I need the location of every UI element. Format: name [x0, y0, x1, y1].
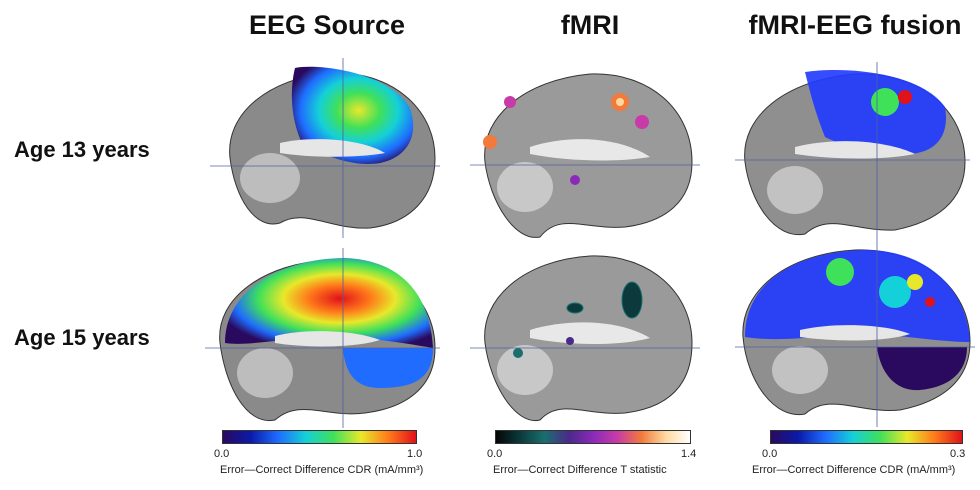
- colorbar-min: 0.0: [487, 448, 503, 460]
- colorbar-fusion: 0.0 0.3 Error—Correct Difference CDR (mA…: [752, 430, 965, 476]
- colorbar-min: 0.0: [214, 448, 230, 460]
- column-title-fmri: fMRI: [560, 10, 620, 40]
- colorbar-label: Error—Correct Difference T statistic: [493, 464, 667, 476]
- brain-fmri-age13: [470, 73, 700, 238]
- colorbar-fmri: 0.0 1.4 Error—Correct Difference T stati…: [487, 430, 696, 476]
- brain-eeg-age13: [210, 58, 440, 238]
- colorbar-max: 1.4: [681, 448, 697, 460]
- colorbar-min: 0.0: [762, 448, 778, 460]
- row-label-age-15: Age 15 years: [14, 325, 150, 350]
- colorbar-label: Error—Correct Difference CDR (mA/mm³): [220, 464, 424, 476]
- colorbar-gradient: [495, 430, 691, 444]
- colorbar-eeg: 0.0 1.0 Error—Correct Difference CDR (mA…: [214, 430, 423, 476]
- colorbar-max: 0.3: [950, 448, 966, 460]
- brain-eeg-age15: [205, 248, 440, 428]
- colorbar-gradient: [222, 430, 417, 444]
- brain-fusion-age13: [735, 62, 970, 242]
- colorbar-max: 1.0: [407, 448, 423, 460]
- column-title-fusion: fMRI-EEG fusion: [748, 10, 962, 40]
- brain-fusion-age15: [735, 242, 975, 427]
- colorbar-label: Error—Correct Difference CDR (mA/mm³): [752, 464, 956, 476]
- colorbar-gradient: [770, 430, 963, 444]
- column-title-eeg-source: EEG Source: [248, 10, 406, 40]
- row-label-age-13: Age 13 years: [14, 137, 150, 162]
- brain-fmri-age15: [470, 255, 700, 421]
